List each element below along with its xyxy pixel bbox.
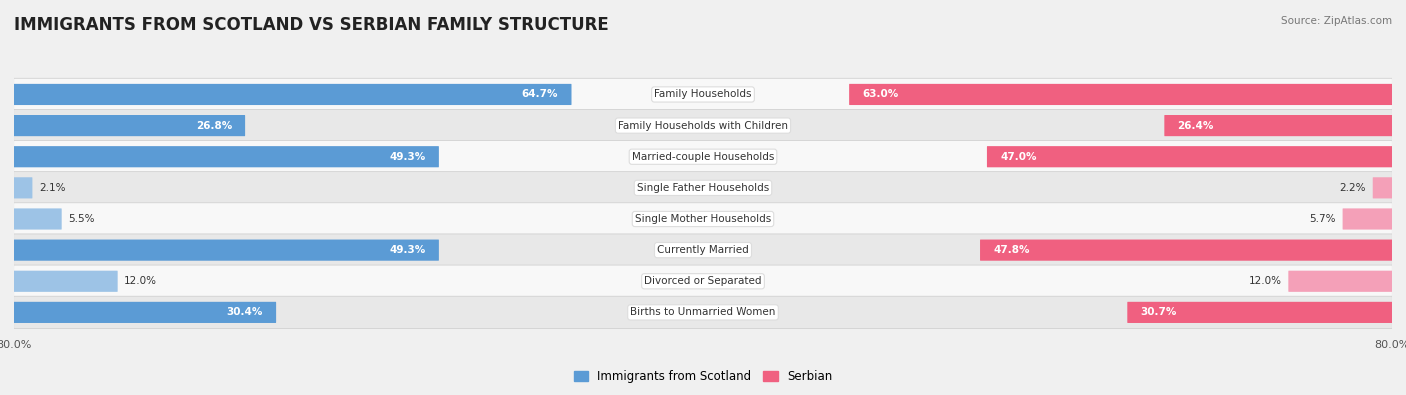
Text: 63.0%: 63.0% bbox=[862, 89, 898, 100]
FancyBboxPatch shape bbox=[14, 115, 245, 136]
FancyBboxPatch shape bbox=[14, 203, 1392, 235]
FancyBboxPatch shape bbox=[1372, 177, 1392, 198]
FancyBboxPatch shape bbox=[1288, 271, 1392, 292]
Text: 2.2%: 2.2% bbox=[1340, 183, 1367, 193]
Text: Family Households: Family Households bbox=[654, 89, 752, 100]
Text: 12.0%: 12.0% bbox=[124, 276, 157, 286]
Text: 5.7%: 5.7% bbox=[1309, 214, 1336, 224]
Text: 64.7%: 64.7% bbox=[522, 89, 558, 100]
FancyBboxPatch shape bbox=[14, 239, 439, 261]
FancyBboxPatch shape bbox=[14, 172, 1392, 204]
Text: 30.7%: 30.7% bbox=[1140, 307, 1177, 318]
FancyBboxPatch shape bbox=[1164, 115, 1392, 136]
FancyBboxPatch shape bbox=[980, 239, 1392, 261]
FancyBboxPatch shape bbox=[14, 141, 1392, 173]
FancyBboxPatch shape bbox=[1343, 209, 1392, 229]
Legend: Immigrants from Scotland, Serbian: Immigrants from Scotland, Serbian bbox=[569, 366, 837, 388]
FancyBboxPatch shape bbox=[14, 234, 1392, 266]
Text: 47.0%: 47.0% bbox=[1000, 152, 1036, 162]
Text: 5.5%: 5.5% bbox=[69, 214, 94, 224]
Text: 26.4%: 26.4% bbox=[1177, 120, 1213, 131]
FancyBboxPatch shape bbox=[14, 296, 1392, 329]
FancyBboxPatch shape bbox=[14, 78, 1392, 111]
Text: Currently Married: Currently Married bbox=[657, 245, 749, 255]
Text: Single Father Households: Single Father Households bbox=[637, 183, 769, 193]
Text: Family Households with Children: Family Households with Children bbox=[619, 120, 787, 131]
FancyBboxPatch shape bbox=[14, 271, 118, 292]
Text: Source: ZipAtlas.com: Source: ZipAtlas.com bbox=[1281, 16, 1392, 26]
FancyBboxPatch shape bbox=[14, 177, 32, 198]
Text: 2.1%: 2.1% bbox=[39, 183, 66, 193]
FancyBboxPatch shape bbox=[14, 84, 571, 105]
FancyBboxPatch shape bbox=[849, 84, 1392, 105]
Text: Births to Unmarried Women: Births to Unmarried Women bbox=[630, 307, 776, 318]
FancyBboxPatch shape bbox=[14, 265, 1392, 297]
FancyBboxPatch shape bbox=[14, 146, 439, 167]
Text: Divorced or Separated: Divorced or Separated bbox=[644, 276, 762, 286]
Text: 12.0%: 12.0% bbox=[1249, 276, 1282, 286]
Text: 30.4%: 30.4% bbox=[226, 307, 263, 318]
FancyBboxPatch shape bbox=[1128, 302, 1392, 323]
Text: Single Mother Households: Single Mother Households bbox=[636, 214, 770, 224]
FancyBboxPatch shape bbox=[14, 209, 62, 229]
Text: IMMIGRANTS FROM SCOTLAND VS SERBIAN FAMILY STRUCTURE: IMMIGRANTS FROM SCOTLAND VS SERBIAN FAMI… bbox=[14, 16, 609, 34]
Text: Married-couple Households: Married-couple Households bbox=[631, 152, 775, 162]
Text: 26.8%: 26.8% bbox=[195, 120, 232, 131]
Text: 49.3%: 49.3% bbox=[389, 152, 426, 162]
FancyBboxPatch shape bbox=[14, 302, 276, 323]
FancyBboxPatch shape bbox=[14, 109, 1392, 142]
Text: 47.8%: 47.8% bbox=[993, 245, 1029, 255]
Text: 49.3%: 49.3% bbox=[389, 245, 426, 255]
FancyBboxPatch shape bbox=[987, 146, 1392, 167]
